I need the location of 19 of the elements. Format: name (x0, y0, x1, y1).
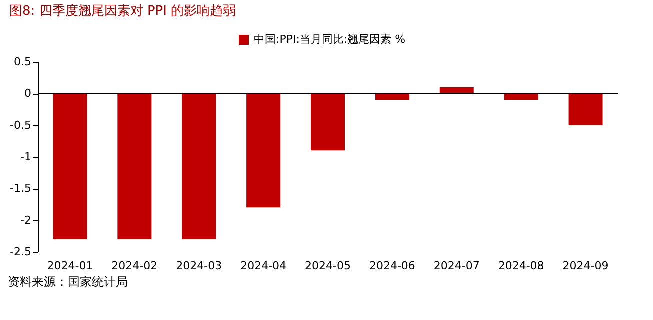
y-tick-label: -1.5 (10, 182, 32, 196)
chart-title: 图8: 四季度翘尾因素对 PPI 的影响趋弱 (10, 3, 236, 19)
x-tick-label: 2024-03 (176, 260, 222, 272)
y-tick-label: -2.5 (10, 246, 32, 258)
y-tick-label: 0.5 (14, 56, 32, 68)
y-tick-label: -0.5 (10, 118, 32, 132)
y-tick-label: -1 (20, 150, 32, 164)
x-tick-label: 2024-01 (47, 260, 94, 272)
x-tick-label: 2024-06 (369, 260, 416, 272)
x-tick-label: 2024-04 (240, 260, 287, 272)
x-tick-label: 2024-02 (112, 260, 158, 272)
y-tick-label: -2 (20, 214, 32, 227)
x-tick-label: 2024-05 (305, 260, 351, 272)
y-tick-label: 0 (24, 87, 32, 100)
text: 资料来源：国家统计局 (8, 275, 128, 289)
x-tick-label: 2024-09 (562, 260, 609, 272)
legend-label: 中国:PPI:当月同比:翘尾因素 % (254, 33, 406, 46)
x-tick-label: 2024-08 (498, 260, 544, 272)
x-tick-label: 2024-07 (434, 260, 480, 272)
